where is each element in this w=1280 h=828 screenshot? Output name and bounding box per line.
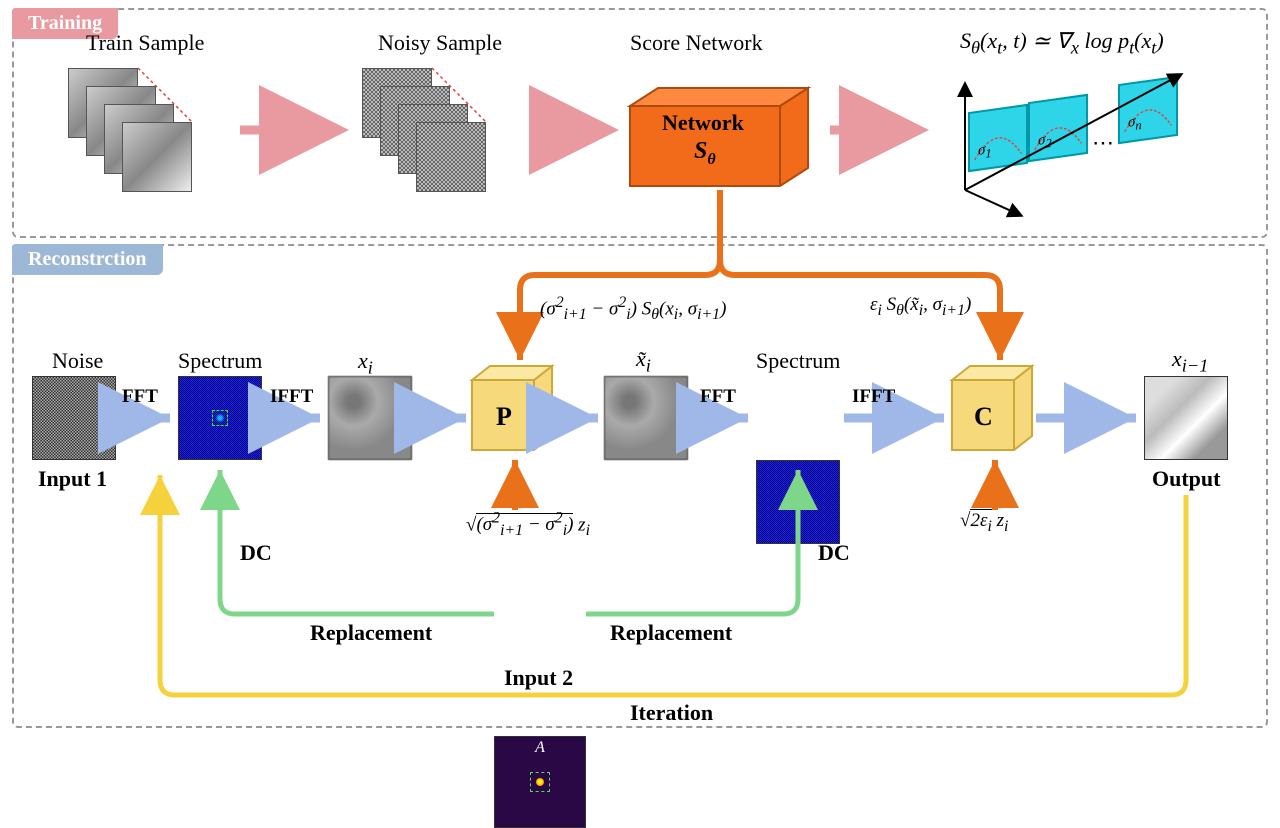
noisy-sample-label: Noisy Sample [378,30,502,56]
input2-image: A [494,736,586,828]
branch-formula-left: (σ2i+1 − σ2i) Sθ(xi, σi+1) [540,294,726,324]
score-formula: Sθ(xt, t) ≃ ∇x log pt(xt) [960,28,1164,58]
ifft-label: IFFT [270,386,313,408]
input2-A: A [535,739,545,757]
score-network-label: Score Network [630,30,763,56]
fft-label2: FFT [700,386,736,408]
xim1-label: xi−1 [1172,346,1208,376]
yellow-iteration [0,455,1280,725]
spectrum-label2: Spectrum [756,348,840,374]
network-text1: Network [662,110,744,136]
network-text2: Sθ [694,138,716,169]
spectrum-label: Spectrum [178,348,262,374]
fft-label: FFT [122,386,158,408]
train-sample-label: Train Sample [86,30,204,56]
xtilde-label: x̃i [636,346,651,376]
svg-text:⋯: ⋯ [1092,130,1114,155]
branch-formula-right: εi Sθ(x̃i, σi+1) [870,294,971,320]
noise-label: Noise [52,348,103,374]
xi-label: xi [358,348,373,378]
ifft-label2: IFFT [852,386,895,408]
iteration-label: Iteration [630,700,713,726]
